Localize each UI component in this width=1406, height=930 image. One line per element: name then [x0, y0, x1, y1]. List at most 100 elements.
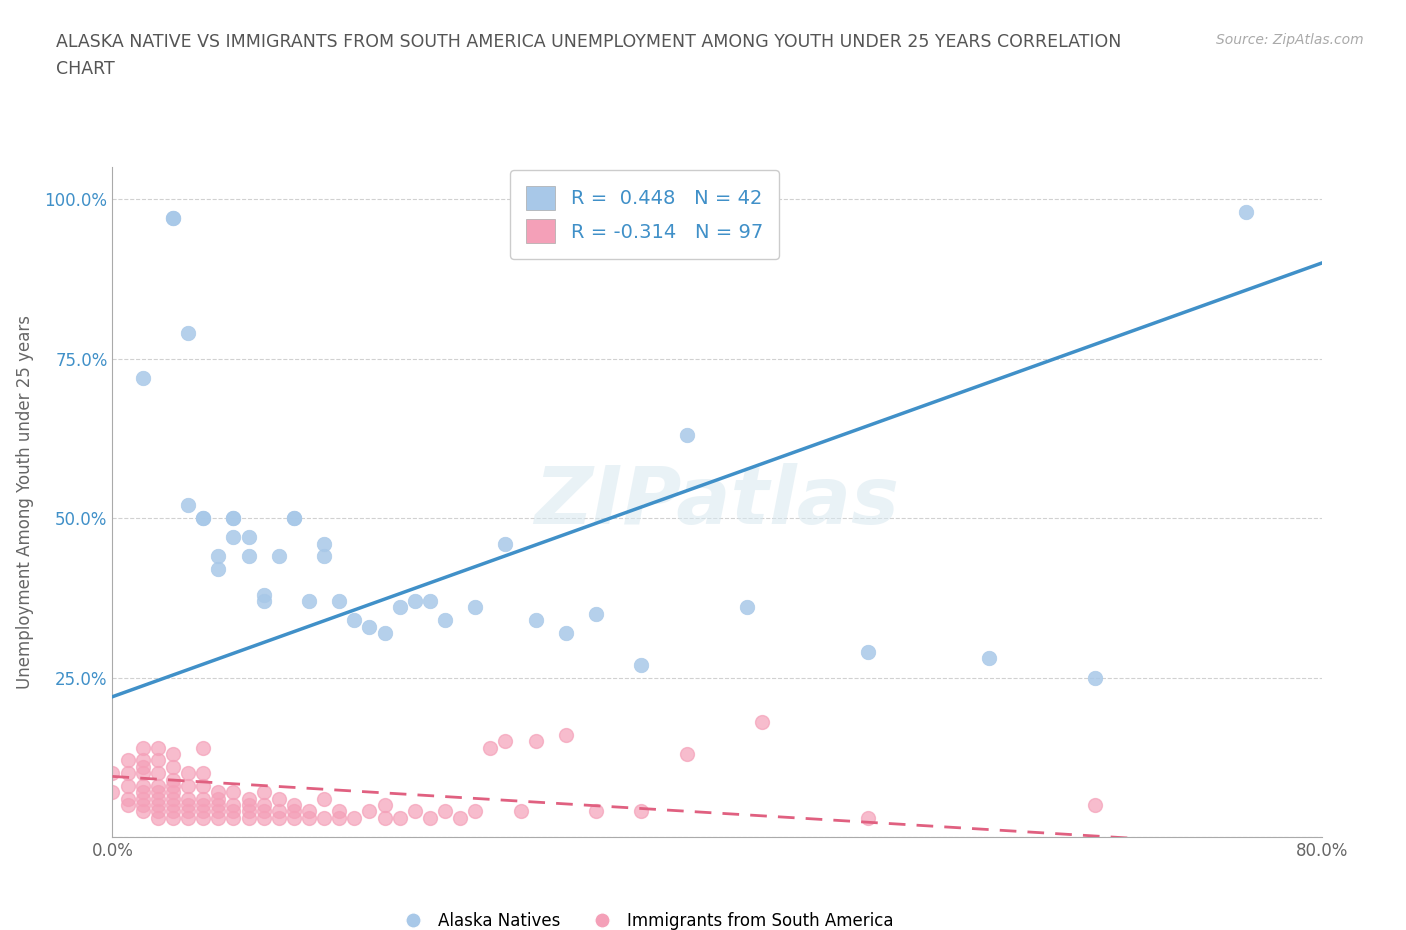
Point — [117, 798, 139, 813]
Point — [267, 549, 290, 564]
Point — [191, 804, 214, 819]
Point — [238, 810, 260, 825]
Point — [419, 810, 441, 825]
Point — [162, 211, 184, 226]
Point — [222, 530, 245, 545]
Point — [207, 810, 229, 825]
Point — [191, 765, 214, 780]
Point — [207, 785, 229, 800]
Point — [238, 530, 260, 545]
Point — [207, 549, 229, 564]
Point — [253, 785, 276, 800]
Point — [298, 593, 321, 608]
Point — [117, 753, 139, 768]
Point — [253, 798, 276, 813]
Point — [464, 600, 486, 615]
Point — [359, 619, 381, 634]
Point — [298, 810, 321, 825]
Point — [419, 593, 441, 608]
Point — [388, 810, 411, 825]
Point — [253, 810, 276, 825]
Point — [524, 734, 547, 749]
Point — [222, 785, 245, 800]
Point — [509, 804, 531, 819]
Point — [1084, 798, 1107, 813]
Point — [177, 791, 200, 806]
Point — [132, 753, 155, 768]
Point — [328, 810, 350, 825]
Point — [117, 778, 139, 793]
Point — [162, 798, 184, 813]
Point — [479, 740, 502, 755]
Point — [554, 727, 576, 742]
Point — [404, 593, 426, 608]
Point — [495, 537, 517, 551]
Point — [207, 791, 229, 806]
Point — [132, 370, 155, 385]
Point — [146, 753, 169, 768]
Point — [177, 810, 200, 825]
Point — [177, 798, 200, 813]
Point — [630, 658, 652, 672]
Point — [267, 791, 290, 806]
Point — [146, 791, 169, 806]
Point — [101, 785, 124, 800]
Point — [177, 498, 200, 512]
Point — [314, 791, 336, 806]
Point — [314, 810, 336, 825]
Point — [162, 778, 184, 793]
Point — [977, 651, 1000, 666]
Point — [222, 798, 245, 813]
Point — [101, 765, 124, 780]
Point — [132, 798, 155, 813]
Point — [449, 810, 471, 825]
Point — [191, 511, 214, 525]
Point — [283, 810, 305, 825]
Point — [359, 804, 381, 819]
Point — [554, 626, 576, 641]
Point — [253, 587, 276, 602]
Point — [191, 740, 214, 755]
Point — [191, 810, 214, 825]
Point — [222, 511, 245, 525]
Point — [132, 740, 155, 755]
Point — [464, 804, 486, 819]
Point — [191, 778, 214, 793]
Text: Source: ZipAtlas.com: Source: ZipAtlas.com — [1216, 33, 1364, 46]
Point — [162, 747, 184, 762]
Point — [162, 760, 184, 775]
Point — [283, 511, 305, 525]
Legend: Alaska Natives, Immigrants from South America: Alaska Natives, Immigrants from South Am… — [389, 906, 900, 930]
Point — [117, 765, 139, 780]
Point — [207, 798, 229, 813]
Point — [222, 511, 245, 525]
Point — [283, 804, 305, 819]
Point — [283, 798, 305, 813]
Point — [177, 765, 200, 780]
Y-axis label: Unemployment Among Youth under 25 years: Unemployment Among Youth under 25 years — [15, 315, 34, 689]
Point — [162, 791, 184, 806]
Point — [1234, 205, 1257, 219]
Point — [314, 549, 336, 564]
Point — [253, 593, 276, 608]
Point — [177, 326, 200, 340]
Point — [374, 626, 396, 641]
Point — [328, 804, 350, 819]
Point — [162, 785, 184, 800]
Point — [524, 613, 547, 628]
Text: CHART: CHART — [56, 60, 115, 78]
Point — [132, 778, 155, 793]
Point — [328, 593, 350, 608]
Point — [283, 511, 305, 525]
Point — [146, 810, 169, 825]
Point — [222, 810, 245, 825]
Point — [314, 537, 336, 551]
Point — [433, 804, 456, 819]
Point — [495, 734, 517, 749]
Text: ZIPatlas: ZIPatlas — [534, 463, 900, 541]
Point — [117, 791, 139, 806]
Point — [856, 644, 880, 659]
Text: ALASKA NATIVE VS IMMIGRANTS FROM SOUTH AMERICA UNEMPLOYMENT AMONG YOUTH UNDER 25: ALASKA NATIVE VS IMMIGRANTS FROM SOUTH A… — [56, 33, 1122, 50]
Point — [585, 804, 607, 819]
Point — [146, 765, 169, 780]
